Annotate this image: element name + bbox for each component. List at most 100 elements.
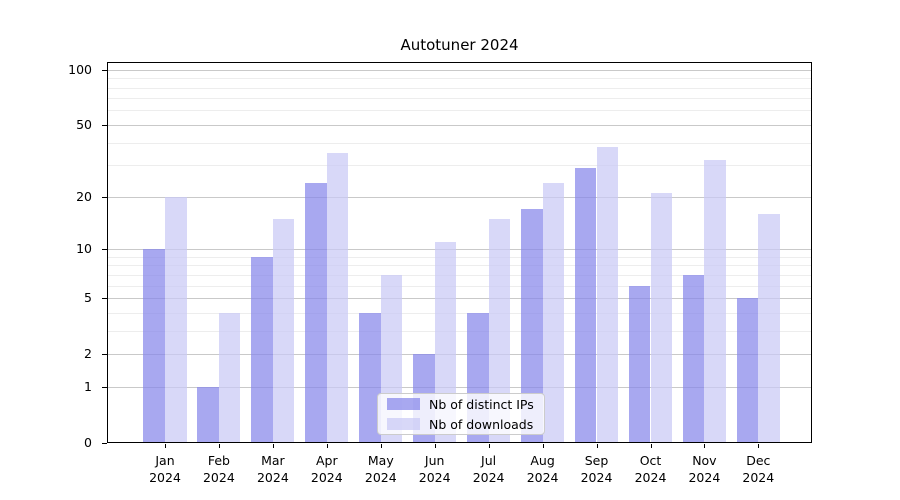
bar-downloads-jan [165, 196, 187, 442]
x-tick-month: Oct [639, 453, 662, 468]
y-tick-label-0: 0 [84, 435, 92, 450]
y-minor-gridline-4 [107, 312, 812, 314]
x-tick-mark-feb [218, 444, 220, 448]
x-tick-month: Jul [481, 453, 497, 468]
x-tick-month: Jan [155, 453, 175, 468]
x-tick-label-apr: Apr 2024 [287, 452, 367, 486]
x-tick-year: 2024 [310, 470, 343, 485]
y-tick-label-50: 50 [76, 116, 92, 132]
y-tick-label-1: 1 [84, 378, 92, 394]
y-gridline-5 [107, 298, 812, 299]
y-gridline-1 [107, 386, 812, 388]
y-minor-gridline-80 [107, 87, 812, 89]
x-tick-month: Feb [207, 453, 230, 468]
x-tick-month: May [367, 453, 394, 468]
x-tick-label-feb: Feb 2024 [179, 452, 259, 486]
x-tick-mark-sep [596, 444, 598, 448]
y-gridline-20 [107, 196, 812, 198]
y-gridline-2 [107, 354, 812, 356]
y-minor-gridline-40 [107, 142, 812, 144]
x-tick-month: Nov [692, 453, 717, 468]
y-gridline-100 [107, 69, 812, 71]
legend-entry-ips: Nb of distinct IPs [387, 397, 535, 412]
x-tick-year: 2024 [149, 470, 181, 485]
x-tick-label-aug: Aug 2024 [503, 452, 583, 486]
x-tick-mark-aug [542, 444, 544, 448]
legend-entry-downloads: Nb of downloads [387, 417, 535, 432]
x-tick-label-may: May 2024 [341, 452, 421, 486]
bar-ips-may [359, 312, 381, 442]
bar-downloads-aug [542, 182, 565, 442]
bar-downloads-mar [272, 218, 295, 442]
y-tick-mark-0 [102, 443, 107, 444]
x-tick-label-mar: Mar 2024 [233, 452, 313, 486]
x-tick-mark-mar [272, 444, 274, 448]
y-tick-mark-2 [102, 354, 107, 356]
x-tick-month: Mar [261, 453, 285, 468]
x-tick-year: 2024 [256, 470, 289, 485]
x-tick-label-jul: Jul 2024 [449, 452, 529, 486]
legend-swatch-downloads [387, 418, 420, 430]
x-tick-label-sep: Sep 2024 [557, 452, 637, 486]
legend-swatch-ips [387, 398, 420, 410]
bar-downloads-apr [326, 153, 349, 442]
x-tick-mark-nov [704, 444, 706, 448]
x-tick-label-jan: Jan 2024 [125, 452, 205, 486]
x-tick-mark-jun [434, 444, 436, 448]
y-minor-gridline-60 [107, 110, 812, 112]
x-tick-month: Aug [530, 453, 555, 468]
x-tick-year: 2024 [364, 470, 397, 485]
bar-ips-nov [682, 274, 705, 442]
x-tick-year: 2024 [688, 470, 721, 485]
y-gridline-10 [107, 249, 812, 250]
bar-ips-oct [628, 285, 651, 442]
y-tick-mark-1 [102, 386, 107, 388]
y-minor-gridline-70 [107, 98, 812, 100]
y-minor-gridline-6 [107, 285, 812, 287]
x-tick-year: 2024 [742, 470, 775, 485]
y-minor-gridline-3 [107, 330, 812, 332]
bar-downloads-nov [704, 160, 726, 442]
bar-downloads-sep [596, 146, 619, 442]
plot-area [107, 62, 812, 443]
y-minor-gridline-8 [107, 265, 812, 267]
bar-ips-feb [197, 386, 219, 442]
x-tick-label-nov: Nov 2024 [664, 452, 744, 486]
x-tick-year: 2024 [634, 470, 667, 485]
x-tick-label-dec: Dec 2024 [718, 452, 798, 486]
bar-downloads-oct [650, 192, 673, 442]
y-tick-mark-5 [102, 298, 107, 299]
y-tick-label-10: 10 [76, 241, 92, 256]
y-tick-label-100: 100 [68, 61, 92, 77]
y-tick-mark-100 [102, 69, 107, 71]
x-tick-label-jun: Jun 2024 [395, 452, 475, 486]
bar-ips-apr [305, 182, 327, 442]
legend: Nb of distinct IPs Nb of downloads [377, 393, 545, 435]
y-tick-label-5: 5 [84, 290, 92, 305]
legend-label-downloads: Nb of downloads [429, 416, 534, 432]
legend-label-ips: Nb of distinct IPs [429, 396, 534, 412]
y-tick-label-20: 20 [76, 188, 92, 204]
y-tick-mark-10 [102, 249, 107, 250]
x-tick-mark-dec [758, 444, 760, 448]
x-tick-year: 2024 [580, 470, 613, 485]
bar-downloads-jul [488, 218, 511, 442]
x-tick-month: Dec [746, 453, 771, 468]
y-minor-gridline-90 [107, 78, 812, 80]
x-tick-year: 2024 [526, 470, 559, 485]
x-tick-year: 2024 [472, 470, 505, 485]
x-tick-mark-apr [326, 444, 328, 448]
chart-title: Autotuner 2024 [400, 36, 519, 54]
x-tick-year: 2024 [418, 470, 451, 485]
bar-ips-sep [574, 167, 597, 442]
bar-ips-jan [143, 249, 165, 442]
y-minor-gridline-9 [107, 256, 812, 258]
y-gridline-50 [107, 124, 812, 126]
x-tick-month: Jun [424, 453, 445, 468]
y-minor-gridline-30 [107, 165, 812, 167]
x-tick-year: 2024 [202, 470, 235, 485]
bar-downloads-dec [758, 213, 780, 442]
bar-downloads-feb [218, 312, 241, 442]
x-tick-month: Apr [315, 453, 338, 468]
